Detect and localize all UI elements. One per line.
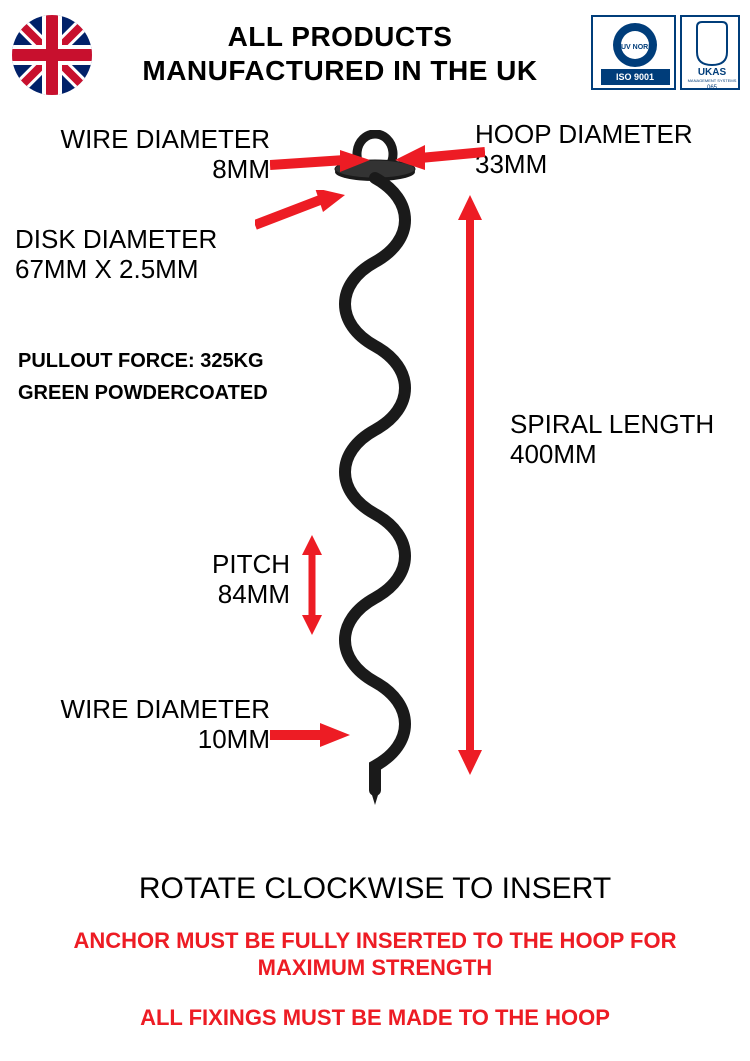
svg-text:TUV NORD: TUV NORD (617, 44, 654, 51)
spiral-anchor-icon (305, 130, 445, 810)
svg-text:UKAS: UKAS (698, 67, 727, 78)
arrow-icon (270, 150, 370, 180)
wire-diameter-top-label: WIRE DIAMETER 8MM (0, 125, 270, 185)
double-arrow-icon (300, 535, 324, 635)
svg-text:065: 065 (707, 85, 718, 91)
svg-text:ISO 9001: ISO 9001 (616, 72, 654, 82)
arrow-icon (270, 720, 350, 750)
spec-text: PULLOUT FORCE: 325KG GREEN POWDERCOATED (18, 345, 268, 409)
ukas-badge-icon: UKAS MANAGEMENT SYSTEMS 065 (680, 15, 740, 90)
tuv-badge-icon: TUV NORD ISO 9001 (591, 15, 676, 90)
disk-diameter-label: DISK DIAMETER 67MM X 2.5MM (15, 225, 275, 285)
arrow-icon (255, 190, 345, 230)
arrow-icon (395, 140, 485, 170)
header: ALL PRODUCTS MANUFACTURED IN THE UK TUV … (0, 10, 750, 110)
diagram: WIRE DIAMETER 8MM HOOP DIAMETER 33MM DIS… (0, 120, 750, 881)
warning-1: ANCHOR MUST BE FULLY INSERTED TO THE HOO… (40, 928, 710, 981)
instruction-text: ROTATE CLOCKWISE TO INSERT (0, 872, 750, 906)
svg-text:MANAGEMENT SYSTEMS: MANAGEMENT SYSTEMS (688, 78, 737, 83)
spiral-length-label: SPIRAL LENGTH 400MM (510, 410, 750, 470)
pitch-label: PITCH 84MM (160, 550, 290, 610)
uk-flag-icon (12, 15, 92, 95)
certification-badges: TUV NORD ISO 9001 UKAS MANAGEMENT SYSTEM… (591, 15, 740, 90)
warning-2: ALL FIXINGS MUST BE MADE TO THE HOOP (40, 1005, 710, 1031)
title-line2: MANUFACTURED IN THE UK (142, 55, 537, 86)
page-title: ALL PRODUCTS MANUFACTURED IN THE UK (110, 20, 570, 87)
hoop-diameter-label: HOOP DIAMETER 33MM (475, 120, 750, 180)
double-arrow-icon (455, 195, 485, 775)
title-line1: ALL PRODUCTS (228, 21, 453, 52)
wire-diameter-bottom-label: WIRE DIAMETER 10MM (0, 695, 270, 755)
